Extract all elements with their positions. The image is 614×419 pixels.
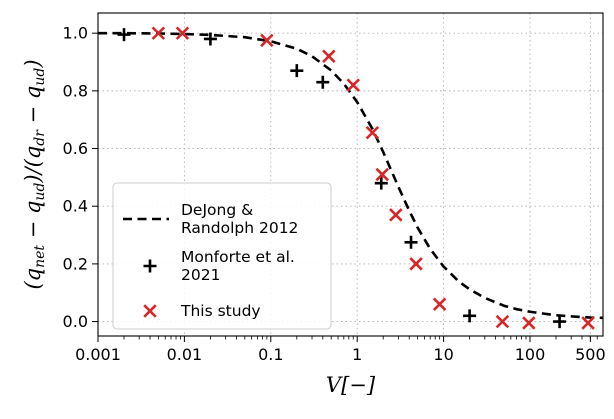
y-tick-label: 0.4 <box>63 197 88 216</box>
series-markers <box>117 26 595 330</box>
legend-label: Randolph 2012 <box>181 219 298 237</box>
y-axis-label-subscript: net <box>32 245 48 268</box>
monforte-point <box>553 315 567 329</box>
y-axis-label-part: (q <box>21 268 45 290</box>
y-axis-label-part: )/(q <box>21 146 45 184</box>
axes-frame <box>97 12 604 337</box>
y-axis-label-subscript: dr <box>32 129 48 146</box>
y-tick-label: 0.6 <box>63 139 88 158</box>
y-axis-label: (qnet − qud)/(qdr − qud) <box>21 59 48 289</box>
legend-swatch-monforte <box>143 259 157 273</box>
monforte-point <box>117 28 131 42</box>
monforte-point <box>463 309 477 323</box>
this-study-point <box>375 167 389 182</box>
this-study-point <box>151 26 166 40</box>
legend-label: Monforte et al. <box>181 248 295 266</box>
x-tick-label: 10 <box>433 345 453 364</box>
legend-label: This study <box>180 302 261 320</box>
legend-label: DeJong & <box>181 201 253 219</box>
monforte-point <box>374 176 388 190</box>
this-study-point <box>389 208 403 222</box>
series-lines <box>98 31 604 320</box>
monforte-point <box>316 75 330 89</box>
y-tick-label: 1.0 <box>63 24 88 43</box>
legend-swatch-this-study <box>143 304 157 318</box>
monforte-point <box>404 235 418 249</box>
y-axis-label-subscript: ud <box>32 68 48 86</box>
this-study-point <box>346 78 360 92</box>
this-study-point <box>175 26 190 40</box>
this-study-point <box>581 316 595 330</box>
axis-labels: V[−](qnet − qud)/(qdr − qud) <box>21 59 376 397</box>
x-axis-label: V[−] <box>326 373 376 397</box>
y-tick-label: 0.2 <box>63 254 88 273</box>
plot-frame <box>97 12 604 337</box>
legend-label: 2021 <box>181 266 220 284</box>
this-study-point <box>260 33 274 48</box>
x-tick-label: 0.01 <box>167 345 203 364</box>
y-axis-label-part: − q <box>21 86 45 130</box>
this-study-point <box>522 316 536 330</box>
x-tick-label: 500 <box>575 345 606 364</box>
this-study-point <box>432 297 447 311</box>
dejong-curve-line <box>98 31 604 320</box>
y-axis-label-part: − q <box>21 201 45 245</box>
this-study-point <box>365 125 380 140</box>
x-tick-label: 0.001 <box>75 345 121 364</box>
this-study-point <box>322 49 336 63</box>
y-tick-label: 0.0 <box>63 312 88 331</box>
axis-ticks: 0.001 0.01 0.1 1 10 100 500 0.0 0.2 0.4 0.6 0.8 1.0 <box>63 24 606 364</box>
monforte-point <box>290 64 304 78</box>
this-study-point <box>495 314 510 329</box>
x-tick-label: 0.1 <box>258 345 283 364</box>
x-tick-label: 1 <box>352 345 362 364</box>
monforte-point <box>203 32 217 46</box>
this-study-point <box>409 257 423 271</box>
x-tick-label: 100 <box>515 345 546 364</box>
legend: DeJong &Randolph 2012 Monforte et al.2021… <box>112 182 332 330</box>
y-axis-label-part: ) <box>21 59 45 68</box>
y-axis-label-subscript: ud <box>32 183 48 201</box>
y-tick-label: 0.8 <box>63 81 88 100</box>
